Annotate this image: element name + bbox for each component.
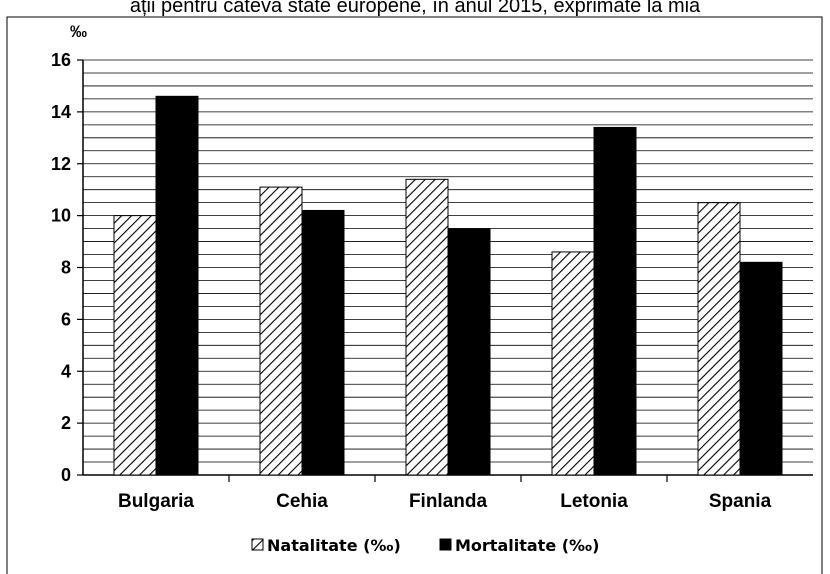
y-tick-label: 16: [51, 50, 71, 70]
y-tick-label: 0: [61, 465, 71, 485]
x-category-label: Spania: [709, 491, 772, 512]
x-category-label: Cehia: [276, 491, 328, 512]
y-tick-label: 6: [61, 309, 71, 329]
y-tick-label: 8: [61, 258, 71, 278]
legend-swatch: [251, 538, 264, 551]
y-axis-unit-label: ‰: [70, 22, 87, 41]
chart-frame: [6, 16, 823, 574]
legend-label: Mortalitate (‰): [455, 536, 599, 555]
y-tick-label: 14: [51, 102, 71, 122]
legend-swatch: [439, 538, 452, 551]
x-category-label: Letonia: [560, 491, 628, 512]
bar-mortalitate-letonia: [593, 126, 637, 476]
bar-natalitate-finlanda: [405, 178, 449, 476]
bar-mortalitate-spania: [739, 261, 783, 476]
legend-label: Natalitate (‰): [267, 536, 401, 555]
x-category-label: Finlanda: [409, 491, 488, 512]
x-category-labels: Bulgaria Cehia Finlanda Letonia Spania: [118, 491, 772, 512]
bar-mortalitate-bulgaria: [155, 95, 199, 476]
bar-natalitate-cehia: [259, 186, 303, 476]
bar-mortalitate-finlanda: [447, 228, 491, 476]
legend: Natalitate (‰) Mortalitate (‰): [251, 536, 599, 555]
x-category-label: Bulgaria: [118, 491, 194, 512]
bar-natalitate-spania: [697, 202, 741, 476]
chart-caption: ații pentru câteva state europene, în an…: [129, 0, 701, 17]
y-tick-label: 4: [61, 361, 71, 381]
y-tick-label: 12: [51, 154, 71, 174]
bars: [113, 95, 783, 476]
bar-mortalitate-cehia: [301, 209, 345, 476]
y-tick-label: 10: [51, 206, 71, 226]
bar-natalitate-letonia: [551, 251, 595, 476]
y-tick-label: 2: [61, 413, 71, 433]
y-tick-labels: 0 2 4 6 8 10 12 14 16: [51, 50, 71, 485]
bar-natalitate-bulgaria: [113, 215, 157, 476]
